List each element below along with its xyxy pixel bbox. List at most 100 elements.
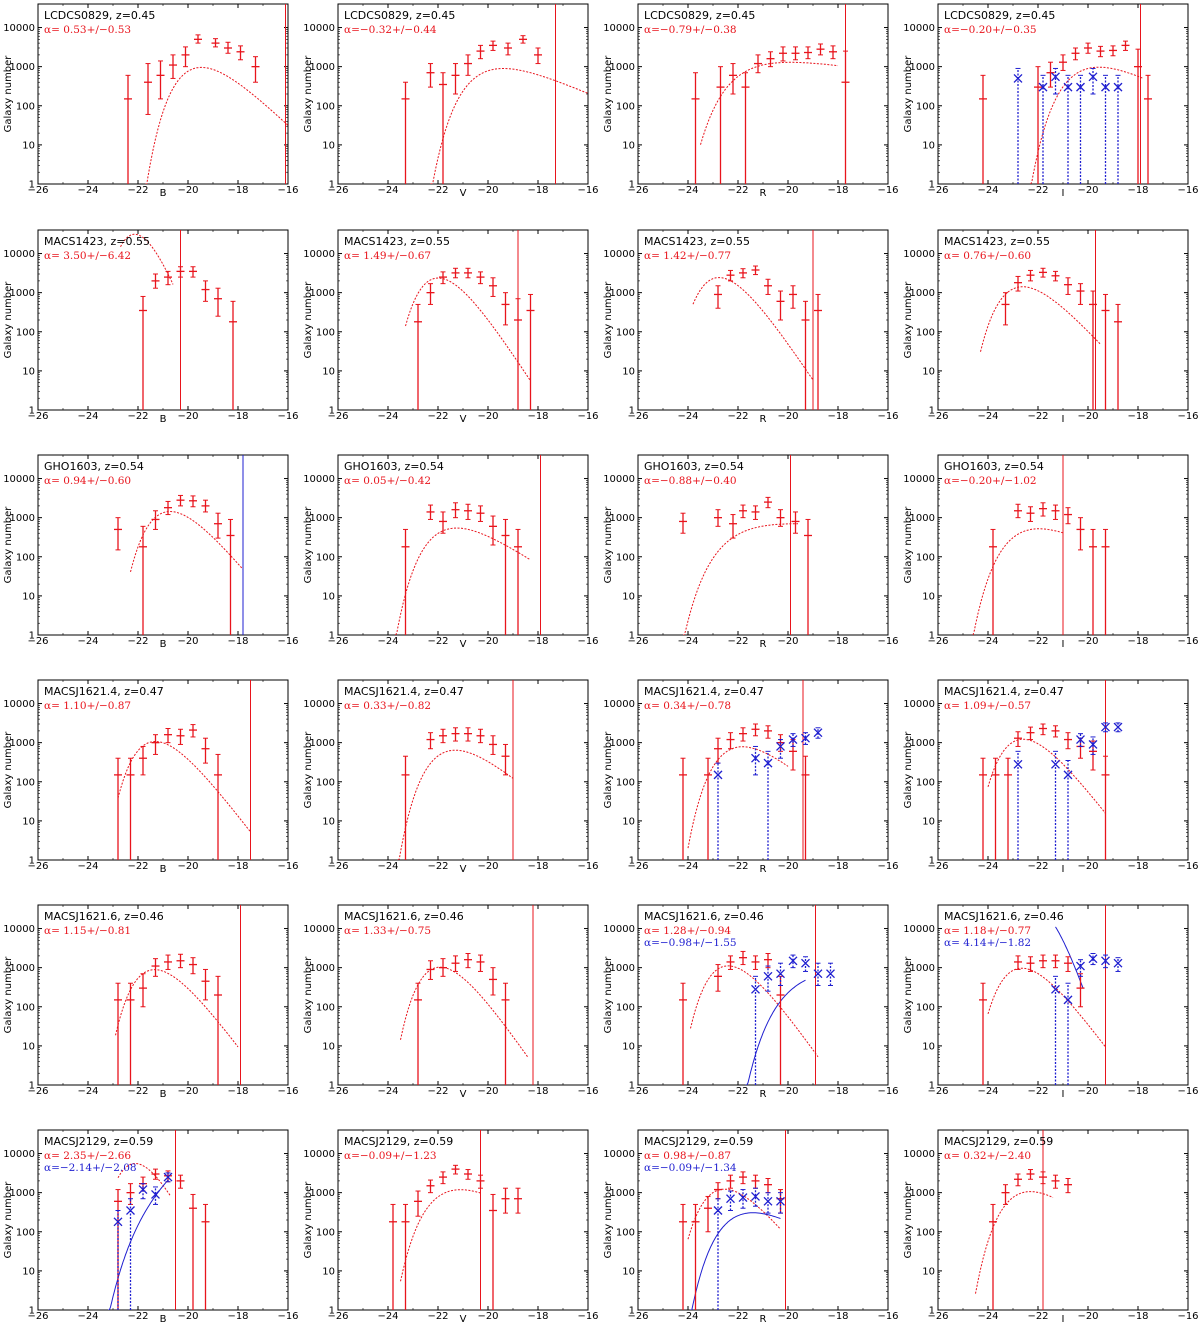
panel-title: MACSJ1621.6, z=0.46	[344, 910, 464, 923]
y-tick-label: 1	[29, 1081, 35, 1092]
plot-area	[120, 230, 237, 410]
y-tick-label: 1000	[310, 288, 335, 299]
alpha-label-red: α= 0.32+/−2.40	[944, 1150, 1031, 1162]
x-tick-label: −16	[1177, 411, 1198, 422]
fit-curve-red	[690, 965, 819, 1058]
x-tick-label: −20	[177, 1311, 198, 1322]
alpha-label-blue: α=−2.14+/−2.08	[44, 1162, 137, 1174]
x-tick-label: −24	[77, 1311, 98, 1322]
x-tick-label: −22	[427, 861, 448, 872]
y-axis-label: Galaxy number	[303, 281, 314, 359]
x-tick-label: −18	[827, 411, 848, 422]
x-axis-label: V	[460, 188, 467, 199]
y-tick-label: 1000	[610, 963, 635, 974]
x-tick-label: −22	[727, 411, 748, 422]
y-tick-label: 10	[622, 816, 635, 827]
fit-curve-red	[400, 966, 529, 1058]
plot-area	[679, 905, 835, 1085]
y-tick-label: 100	[16, 552, 35, 563]
panel-title: MACSJ1621.4, z=0.47	[344, 685, 464, 698]
y-tick-label: 1	[629, 180, 635, 191]
plot-area	[401, 4, 588, 184]
plot-area	[395, 455, 541, 635]
x-tick-label: −24	[977, 1311, 998, 1322]
x-tick-label: −24	[677, 861, 698, 872]
y-tick-label: 100	[16, 327, 35, 338]
panel-title: MACS1423, z=0.55	[344, 235, 450, 248]
data-point	[1051, 759, 1060, 769]
x-tick-label: −26	[327, 411, 348, 422]
x-tick-label: −22	[427, 1311, 448, 1322]
alpha-label-red: α= 1.09+/−0.57	[944, 700, 1031, 712]
x-tick-label: −16	[1177, 1311, 1198, 1322]
fit-curve-blue	[690, 1212, 781, 1310]
fit-curve-red	[117, 1163, 171, 1197]
x-axis-label: R	[760, 639, 767, 650]
x-tick-label: −22	[1027, 185, 1048, 196]
x-tick-label: −16	[277, 185, 298, 196]
y-tick-label: 10000	[3, 924, 35, 935]
x-axis-label: B	[160, 1314, 167, 1324]
x-tick-label: −16	[577, 1086, 598, 1097]
y-tick-label: 1000	[310, 62, 335, 73]
x-tick-label: −16	[577, 861, 598, 872]
panel-title: MACSJ1621.6, z=0.46	[44, 910, 164, 923]
plot-area	[691, 4, 850, 184]
y-tick-label: 100	[616, 1002, 635, 1013]
y-tick-label: 100	[616, 1227, 635, 1238]
alpha-label-red: α= 0.05+/−0.42	[344, 475, 431, 487]
y-tick-label: 100	[316, 101, 335, 112]
y-axis-label: Galaxy number	[3, 1181, 14, 1259]
fit-curve-red	[400, 1189, 481, 1282]
plot-area	[124, 4, 288, 184]
x-tick-label: −22	[727, 636, 748, 647]
y-tick-label: 100	[916, 327, 935, 338]
plot-area	[679, 455, 812, 635]
y-axis-label: Galaxy number	[603, 956, 614, 1034]
y-axis-label: Galaxy number	[903, 1181, 914, 1259]
panel-title: LCDCS0829, z=0.45	[944, 9, 1055, 22]
y-tick-label: 100	[316, 1227, 335, 1238]
panel-24: 1 10 100 1000 10000 −26 −24 −22 −20 −18 −16 I Galaxy…	[903, 1129, 1199, 1324]
fit-curve-red	[972, 528, 1064, 635]
y-tick-label: 1000	[10, 288, 35, 299]
x-tick-label: −24	[377, 1311, 398, 1322]
y-axis-label: Galaxy number	[603, 506, 614, 584]
fit-curve-red	[987, 967, 1106, 1048]
y-tick-label: 100	[316, 552, 335, 563]
y-tick-label: 1000	[610, 513, 635, 524]
y-tick-label: 1	[329, 180, 335, 191]
plot-area	[692, 230, 822, 410]
y-tick-label: 10	[322, 1266, 335, 1277]
alpha-label-red: α= 1.18+/−0.77	[944, 925, 1031, 937]
y-tick-label: 1	[629, 406, 635, 417]
x-tick-label: −26	[27, 411, 48, 422]
x-tick-label: −18	[227, 1311, 248, 1322]
data-point	[763, 1196, 773, 1206]
fit-curve-red	[397, 749, 514, 860]
y-tick-label: 10000	[603, 249, 635, 260]
y-tick-label: 1000	[310, 963, 335, 974]
x-axis-label: V	[460, 1089, 467, 1100]
y-axis-label: Galaxy number	[3, 55, 14, 133]
x-tick-label: −16	[877, 411, 898, 422]
x-tick-label: −24	[77, 636, 98, 647]
y-tick-label: 10000	[903, 249, 935, 260]
panel-18: 1 10 100 1000 10000 −26 −24 −22 −20 −18 −16 V Galaxy…	[303, 904, 599, 1100]
data-point	[126, 1206, 135, 1215]
y-axis-label: Galaxy number	[903, 956, 914, 1034]
plot-area	[108, 1130, 210, 1310]
y-tick-label: 1000	[610, 1188, 635, 1199]
y-tick-label: 100	[616, 552, 635, 563]
x-tick-label: −22	[1027, 1086, 1048, 1097]
y-axis-label: Galaxy number	[303, 731, 314, 809]
panel-23: 1 10 100 1000 10000 −26 −24 −22 −20 −18 −16 R Galaxy…	[603, 1129, 899, 1324]
y-tick-label: 10	[622, 1041, 635, 1052]
x-tick-label: −18	[527, 185, 548, 196]
y-tick-label: 1	[929, 631, 935, 642]
panel-1: 1 10 100 1000 10000 −26 −24 −22 −20 −18 −16 B Galaxy…	[3, 3, 299, 199]
x-axis-label: R	[760, 864, 767, 875]
y-tick-label: 1	[929, 406, 935, 417]
data-point	[1051, 984, 1060, 994]
